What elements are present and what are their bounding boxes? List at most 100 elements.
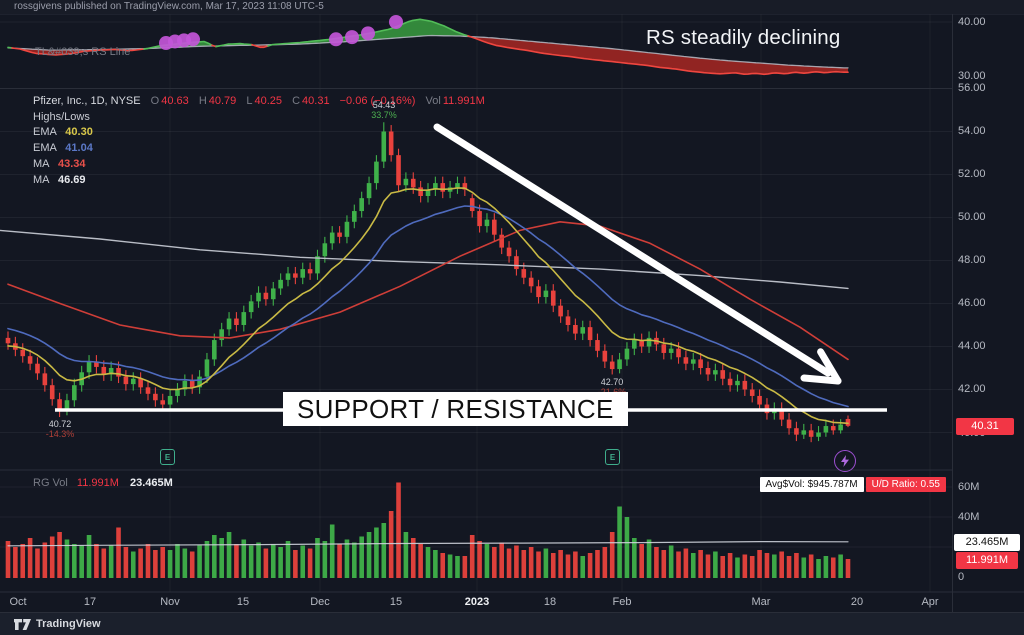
trend-arrow-drawing[interactable] — [433, 123, 842, 385]
indicator-title: MA — [33, 174, 49, 186]
ohlc-open-key: O — [150, 95, 160, 107]
ohlc-low-key: L — [246, 95, 253, 107]
ohlc-high-key: H — [198, 95, 207, 107]
indicator-title: EMA — [33, 126, 57, 138]
legend-indicator-ema-fast[interactable]: EMA 40.30 — [33, 126, 93, 139]
volume-legend-title: RG Vol — [33, 477, 68, 489]
swing-low1-pct: -14.3% — [45, 429, 75, 439]
price-axis-label: 40M — [958, 511, 980, 523]
earnings-letter: E — [164, 452, 171, 462]
time-axis-label: 20 — [850, 596, 864, 608]
time-axis-label: 15 — [236, 596, 250, 608]
rs-signal-dot — [389, 15, 403, 29]
legend-indicator-ma-mid[interactable]: MA 43.34 — [33, 158, 86, 171]
swing-low1-price: 40.72 — [48, 419, 72, 429]
earnings-letter: E — [609, 452, 616, 462]
price-axis-label: 54.00 — [958, 125, 986, 137]
change-value: −0.06 (−0.16%) — [339, 95, 416, 107]
price-axis-label: 52.00 — [958, 168, 986, 180]
time-axis-label: 18 — [543, 596, 557, 608]
time-axis[interactable]: Oct 17 Nov 15 Dec 15 2023 18 Feb Mar 20 Apr — [0, 592, 952, 612]
tradingview-brand-text[interactable]: TradingView — [36, 618, 101, 630]
price-axis-label: 40.00 — [958, 16, 986, 28]
time-axis-label: Dec — [310, 596, 330, 608]
volume-legend[interactable]: RG Vol 11.991M 23.465M — [33, 477, 173, 489]
swing-high-pct: 33.7% — [371, 110, 397, 120]
footer-bar: TradingView — [0, 613, 1024, 635]
last-price-badge: 40.31 — [956, 417, 1014, 435]
rs-signal-dot — [329, 32, 343, 47]
rs-line-pane-title[interactable]: TL&#039;s RS Line — [35, 46, 131, 58]
avg-volume-axis-badge: 23.465M — [954, 533, 1020, 551]
indicator-title: Highs/Lows — [33, 111, 90, 123]
time-axis-label: 17 — [83, 596, 97, 608]
rs-signal-dot — [361, 26, 375, 41]
volume-bars — [5, 482, 851, 578]
lightning-bolt-icon — [841, 455, 849, 467]
price-axis-label: 56.00 — [958, 82, 986, 94]
indicator-title: MA — [33, 158, 49, 170]
support-resistance-text: SUPPORT / RESISTANCE — [297, 393, 614, 424]
rs-signal-dot — [345, 30, 359, 45]
volume-current: 11.991M — [76, 477, 119, 489]
time-axis-label: Mar — [751, 596, 771, 608]
indicator-value: 41.04 — [65, 142, 93, 154]
current-volume-axis-badge: 11.991M — [956, 552, 1018, 569]
legend-indicator-ma-long[interactable]: MA 46.69 — [33, 174, 86, 187]
indicator-value: 43.34 — [57, 158, 86, 170]
rs-signal-dot — [186, 32, 200, 47]
indicator-title: EMA — [33, 142, 57, 154]
price-axis-label: 48.00 — [958, 254, 986, 266]
ohlc-close-key: C — [292, 95, 301, 107]
vol-key: Vol — [425, 95, 441, 107]
ohlc-low-value: 40.25 — [254, 95, 283, 107]
time-axis-label: Apr — [921, 596, 939, 608]
avg-dollar-vol-badge: Avg$Vol: $945.787M — [759, 477, 864, 492]
indicator-value: 46.69 — [57, 174, 86, 186]
time-axis-label: 2023 — [464, 596, 490, 608]
time-axis-label: Oct — [9, 596, 27, 608]
indicator-value: 40.30 — [65, 126, 93, 138]
volume-average: 23.465M — [129, 477, 173, 489]
swing-high-label: 54.43 33.7% — [352, 100, 416, 120]
moving-averages — [0, 187, 849, 425]
support-resistance-label[interactable]: SUPPORT / RESISTANCE — [283, 392, 628, 426]
swing-low2-price: 42.70 — [600, 377, 624, 387]
rs-declining-annotation[interactable]: RS steadily declining — [646, 26, 841, 49]
earnings-icon[interactable]: E — [160, 449, 175, 465]
swing-high-price: 54.43 — [372, 100, 396, 110]
pane-separators — [0, 13, 1024, 613]
ud-ratio-badge: U/D Ratio: 0.55 — [865, 477, 946, 492]
vol-value: 11.991M — [442, 95, 485, 107]
price-axis-label: 50.00 — [958, 211, 986, 223]
price-axis-label: 60M — [958, 481, 980, 493]
volume-stat-badges: Avg$Vol: $945.787M U/D Ratio: 0.55 — [759, 477, 946, 492]
price-axis-label: 42.00 — [958, 383, 986, 395]
ohlc-close-value: 40.31 — [302, 95, 330, 107]
ohlc-open-value: 40.63 — [161, 95, 189, 107]
time-axis-label: Nov — [160, 596, 180, 608]
publish-header: rossgivens published on TradingView.com,… — [0, 0, 1024, 14]
time-axis-label: 15 — [389, 596, 403, 608]
publish-header-text: rossgivens published on TradingView.com,… — [14, 1, 324, 12]
price-axis[interactable]: 0 40M 60M 40.00 42.00 44.00 46.00 48.00 50.00 52.… — [952, 14, 1024, 612]
symbol-title: Pfizer, Inc., 1D, NYSE — [33, 95, 141, 107]
earnings-icon[interactable]: E — [605, 449, 620, 465]
ohlc-high-value: 40.79 — [208, 95, 237, 107]
price-axis-label: 46.00 — [958, 297, 986, 309]
rs-line-indicator — [7, 15, 849, 76]
legend-indicator-highslows[interactable]: Highs/Lows — [33, 111, 90, 124]
volume-average-line — [7, 540, 849, 547]
swing-low1-label: 40.72 -14.3% — [28, 419, 92, 439]
gridlines — [0, 14, 952, 592]
price-axis-label: 44.00 — [958, 340, 986, 352]
flash-event-icon[interactable] — [834, 450, 856, 472]
price-axis-label: 30.00 — [958, 70, 986, 82]
symbol-legend[interactable]: Pfizer, Inc., 1D, NYSE O 40.63 H 40.79 L 40… — [33, 95, 485, 108]
tradingview-logo-icon[interactable] — [14, 618, 31, 631]
legend-indicator-ema-slow[interactable]: EMA 41.04 — [33, 142, 93, 155]
price-axis-label: 0 — [958, 571, 965, 583]
time-axis-label: Feb — [612, 596, 632, 608]
